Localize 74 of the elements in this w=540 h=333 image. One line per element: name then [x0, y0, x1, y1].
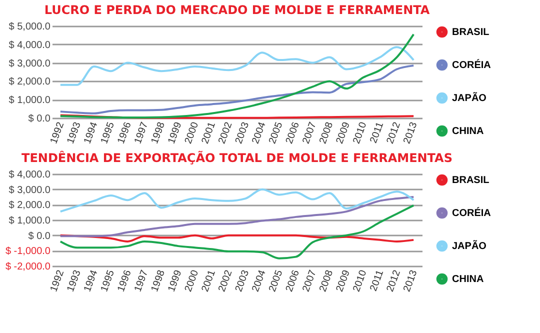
- x-tick-label: 1995: [99, 268, 118, 294]
- x-tick-label: 2013: [402, 120, 420, 146]
- x-tick-label: 1998: [150, 268, 168, 294]
- x-tick-label: 2009: [334, 120, 353, 146]
- x-tick-label: 2004: [250, 120, 269, 146]
- line-series: [59, 234, 415, 242]
- legend-label: JAPÃO: [452, 240, 487, 252]
- y-tick-label: $ 2,000.0: [8, 200, 51, 212]
- x-tick-label: 2000: [183, 120, 202, 146]
- x-tick-label: 2000: [183, 268, 202, 294]
- x-tick-label: 1992: [48, 120, 67, 146]
- x-tick-label: 2012: [384, 268, 404, 294]
- legend-label: JAPÃO: [452, 92, 487, 104]
- x-tick-label: 2008: [318, 268, 336, 294]
- y-tick-label: $ 5,000.0: [8, 22, 51, 32]
- x-tick-label: 1999: [166, 268, 184, 294]
- x-tick-label: 2005: [267, 268, 286, 294]
- y-tick-label: $ 4,000.0: [8, 170, 51, 180]
- x-tick-label: 1997: [132, 120, 151, 146]
- x-tick-label: 1994: [82, 268, 100, 294]
- y-tick-label: $ -2,000.0: [5, 262, 51, 272]
- line-series: [59, 204, 415, 260]
- x-tick-label: 2006: [284, 268, 302, 294]
- x-tick-label: 2004: [250, 268, 269, 294]
- x-tick-label: 1993: [65, 120, 84, 146]
- y-tick-label: $ 2,000.0: [8, 76, 51, 88]
- x-tick-label: 1992: [48, 268, 67, 294]
- line-series: [59, 33, 415, 118]
- legend-label: BRASIL: [452, 175, 490, 186]
- x-tick-label: 2003: [234, 268, 252, 294]
- x-tick-label: 2001: [200, 268, 218, 294]
- x-tick-label: 2011: [368, 268, 386, 293]
- x-tick-label: 2010: [351, 120, 370, 146]
- y-tick-label: $ -1,000.0: [5, 246, 51, 258]
- y-tick-label: $ 4,000.0: [8, 40, 51, 51]
- x-tick-label: 2011: [368, 120, 386, 145]
- x-tick-label: 2002: [216, 268, 235, 294]
- legend-label: CHINA: [452, 126, 484, 137]
- y-tick-label: $ 0.0: [28, 114, 51, 124]
- line-series: [59, 196, 415, 238]
- x-tick-label: 2007: [300, 120, 319, 146]
- chart-title: TENDÊNCIA DE EXPORTAÇÃO TOTAL DE MOLDE E FERRAMENTAS: [22, 150, 452, 165]
- x-tick-label: 1996: [116, 120, 134, 146]
- legend-label: CORÉIA: [452, 207, 491, 219]
- legend-label: BRASIL: [452, 27, 490, 38]
- y-tick-label: $ 3,000.0: [8, 58, 51, 70]
- x-tick-label: 1994: [82, 120, 100, 146]
- x-tick-label: 2009: [334, 268, 353, 294]
- line-series: [59, 188, 415, 213]
- x-tick-label: 2006: [284, 120, 302, 146]
- y-tick-label: $ 0.0: [28, 230, 51, 242]
- x-tick-label: 2013: [402, 268, 420, 294]
- x-tick-label: 1997: [132, 268, 151, 294]
- legend-label: CORÉIA: [452, 59, 491, 71]
- x-tick-label: 2002: [216, 120, 235, 146]
- x-tick-label: 1993: [65, 268, 84, 294]
- x-tick-label: 2007: [300, 268, 319, 294]
- x-tick-label: 2003: [234, 120, 252, 146]
- y-tick-label: $ 1,000.0: [8, 95, 51, 106]
- line-series: [59, 46, 415, 86]
- y-tick-label: $ 1,000.0: [8, 216, 51, 226]
- x-tick-label: 2010: [351, 268, 370, 294]
- x-tick-label: 2012: [384, 120, 404, 146]
- x-tick-label: 1996: [116, 268, 134, 294]
- x-tick-label: 1998: [150, 120, 168, 146]
- x-tick-label: 1999: [166, 120, 184, 146]
- line-series: [59, 64, 415, 114]
- x-tick-label: 2008: [318, 120, 336, 146]
- x-tick-label: 2001: [200, 120, 218, 146]
- legend-label: CHINA: [452, 274, 484, 285]
- x-tick-label: 2005: [267, 120, 286, 146]
- chart-title: LUCRO E PERDA DO MERCADO DE MOLDE E FERRAMENTA: [44, 3, 430, 17]
- y-tick-label: $ 3,000.0: [8, 184, 51, 196]
- x-tick-label: 1995: [99, 120, 118, 146]
